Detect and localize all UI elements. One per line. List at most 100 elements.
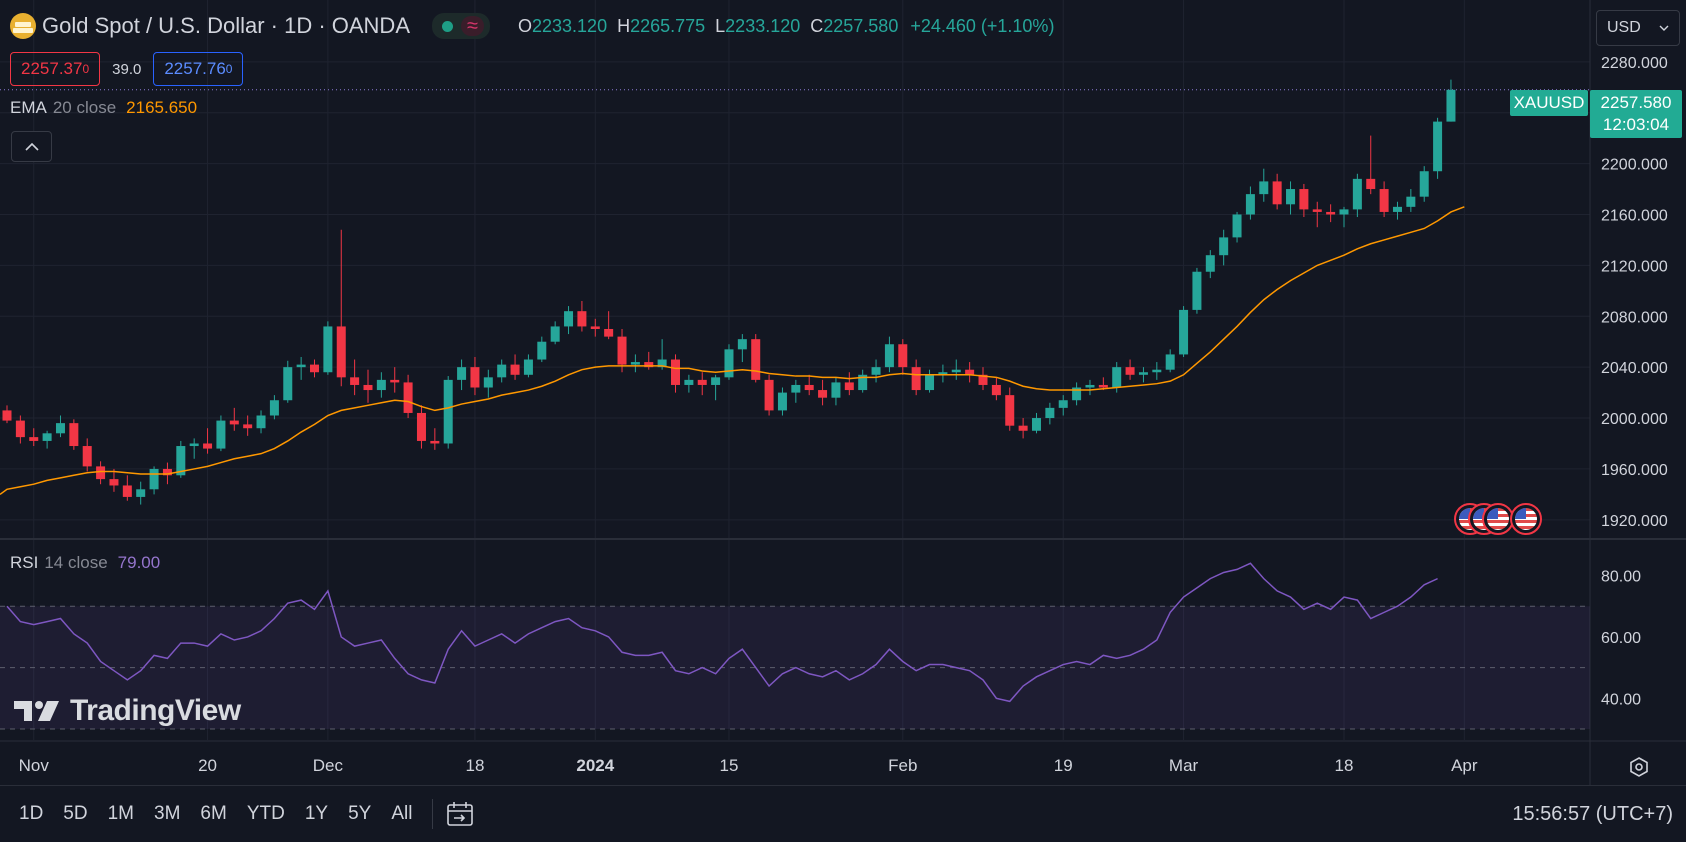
candle-down[interactable] bbox=[751, 339, 761, 380]
candle-up[interactable] bbox=[483, 377, 493, 388]
candle-down[interactable] bbox=[510, 364, 520, 375]
range-button-all[interactable]: All bbox=[391, 803, 413, 824]
candle-up[interactable] bbox=[630, 362, 640, 365]
candle-down[interactable] bbox=[898, 344, 908, 368]
candle-down[interactable] bbox=[697, 379, 707, 385]
candle-up[interactable] bbox=[497, 364, 507, 378]
candle-down[interactable] bbox=[416, 412, 426, 441]
candle-up[interactable] bbox=[550, 326, 560, 342]
candle-down[interactable] bbox=[764, 379, 774, 411]
candle-up[interactable] bbox=[1192, 271, 1202, 310]
candle-down[interactable] bbox=[671, 359, 680, 385]
candle-up[interactable] bbox=[831, 382, 841, 398]
range-button-1d[interactable]: 1D bbox=[19, 803, 44, 824]
candle-up[interactable] bbox=[1352, 178, 1362, 210]
candle-up[interactable] bbox=[657, 359, 667, 368]
chart-settings-button[interactable] bbox=[1624, 752, 1654, 782]
candle-down[interactable] bbox=[350, 377, 360, 385]
candle-up[interactable] bbox=[951, 369, 961, 373]
candle-up[interactable] bbox=[871, 367, 881, 375]
candle-up[interactable] bbox=[1339, 209, 1349, 215]
candle-down[interactable] bbox=[1379, 189, 1389, 212]
candle-down[interactable] bbox=[1098, 384, 1108, 388]
candle-up[interactable] bbox=[564, 311, 574, 327]
candle-up[interactable] bbox=[1112, 367, 1122, 388]
candle-up[interactable] bbox=[1259, 181, 1269, 195]
candle-up[interactable] bbox=[149, 468, 159, 490]
candle-down[interactable] bbox=[644, 362, 654, 368]
candle-up[interactable] bbox=[1406, 196, 1416, 207]
candle-down[interactable] bbox=[203, 443, 213, 449]
candle-down[interactable] bbox=[430, 440, 440, 444]
candle-up[interactable] bbox=[1419, 171, 1429, 197]
candle-down[interactable] bbox=[1272, 181, 1282, 205]
candle-down[interactable] bbox=[162, 468, 172, 476]
candle-up[interactable] bbox=[777, 392, 787, 411]
candle-up[interactable] bbox=[189, 443, 199, 447]
candle-down[interactable] bbox=[818, 390, 828, 398]
candle-down[interactable] bbox=[804, 384, 814, 391]
candle-down[interactable] bbox=[69, 423, 79, 447]
sell-button[interactable]: 2257.37 0 bbox=[10, 52, 101, 86]
candle-up[interactable] bbox=[1392, 206, 1402, 212]
ema-legend[interactable]: EMA 20 close 2165.650 bbox=[10, 98, 197, 118]
candle-up[interactable] bbox=[1179, 309, 1189, 355]
candle-up[interactable] bbox=[1446, 89, 1456, 122]
candle-up[interactable] bbox=[269, 400, 279, 416]
us-flag-event-icon[interactable] bbox=[1510, 503, 1542, 535]
candle-up[interactable] bbox=[1286, 189, 1296, 205]
candle-down[interactable] bbox=[15, 420, 25, 438]
tradingview-logo[interactable]: TradingView bbox=[14, 694, 241, 728]
candle-up[interactable] bbox=[1165, 354, 1175, 370]
candle-down[interactable] bbox=[965, 369, 975, 375]
candle-up[interactable] bbox=[296, 364, 306, 368]
candle-down[interactable] bbox=[617, 336, 627, 365]
symbol-legend[interactable]: Gold Spot / U.S. Dollar · 1D · OANDA ≈ O… bbox=[10, 11, 1054, 41]
candle-up[interactable] bbox=[1138, 372, 1148, 375]
candle-down[interactable] bbox=[1299, 189, 1309, 210]
candle-down[interactable] bbox=[844, 382, 854, 391]
candle-down[interactable] bbox=[1125, 367, 1135, 375]
candle-up[interactable] bbox=[1219, 237, 1229, 256]
candle-down[interactable] bbox=[978, 374, 988, 385]
candle-up[interactable] bbox=[724, 349, 734, 378]
candle-down[interactable] bbox=[29, 437, 39, 441]
candle-up[interactable] bbox=[791, 384, 801, 393]
candle-up[interactable] bbox=[42, 433, 52, 441]
candle-down[interactable] bbox=[82, 446, 92, 467]
candle-up[interactable] bbox=[443, 379, 453, 444]
candle-down[interactable] bbox=[470, 367, 480, 388]
symbol-title[interactable]: Gold Spot / U.S. Dollar · 1D · OANDA bbox=[42, 13, 410, 38]
candle-down[interactable] bbox=[2, 410, 12, 421]
candle-up[interactable] bbox=[1072, 387, 1082, 401]
candle-up[interactable] bbox=[323, 326, 333, 373]
candle-down[interactable] bbox=[590, 326, 600, 329]
currency-select[interactable]: USD bbox=[1596, 10, 1680, 46]
candle-down[interactable] bbox=[122, 485, 132, 497]
candle-up[interactable] bbox=[457, 367, 467, 380]
candle-up[interactable] bbox=[256, 415, 266, 429]
candle-down[interactable] bbox=[310, 364, 320, 373]
candle-down[interactable] bbox=[229, 420, 239, 425]
candle-up[interactable] bbox=[1045, 407, 1055, 419]
range-button-5d[interactable]: 5D bbox=[63, 803, 88, 824]
candle-down[interactable] bbox=[1312, 209, 1322, 212]
candle-down[interactable] bbox=[577, 311, 587, 327]
candle-up[interactable] bbox=[1205, 255, 1215, 272]
candle-down[interactable] bbox=[1018, 425, 1028, 431]
candle-up[interactable] bbox=[1433, 121, 1443, 172]
range-button-ytd[interactable]: YTD bbox=[246, 803, 285, 824]
candle-up[interactable] bbox=[537, 341, 547, 360]
candle-down[interactable] bbox=[604, 328, 614, 337]
candle-up[interactable] bbox=[1085, 384, 1095, 388]
ema-line[interactable] bbox=[0, 206, 1465, 495]
candle-down[interactable] bbox=[336, 326, 346, 378]
range-button-1y[interactable]: 1Y bbox=[304, 803, 329, 824]
candle-up[interactable] bbox=[925, 374, 935, 391]
rsi-legend[interactable]: RSI 14 close 79.00 bbox=[10, 553, 160, 573]
range-button-5y[interactable]: 5Y bbox=[348, 803, 372, 824]
go-to-date-button[interactable] bbox=[443, 797, 477, 831]
candle-up[interactable] bbox=[1031, 418, 1041, 431]
